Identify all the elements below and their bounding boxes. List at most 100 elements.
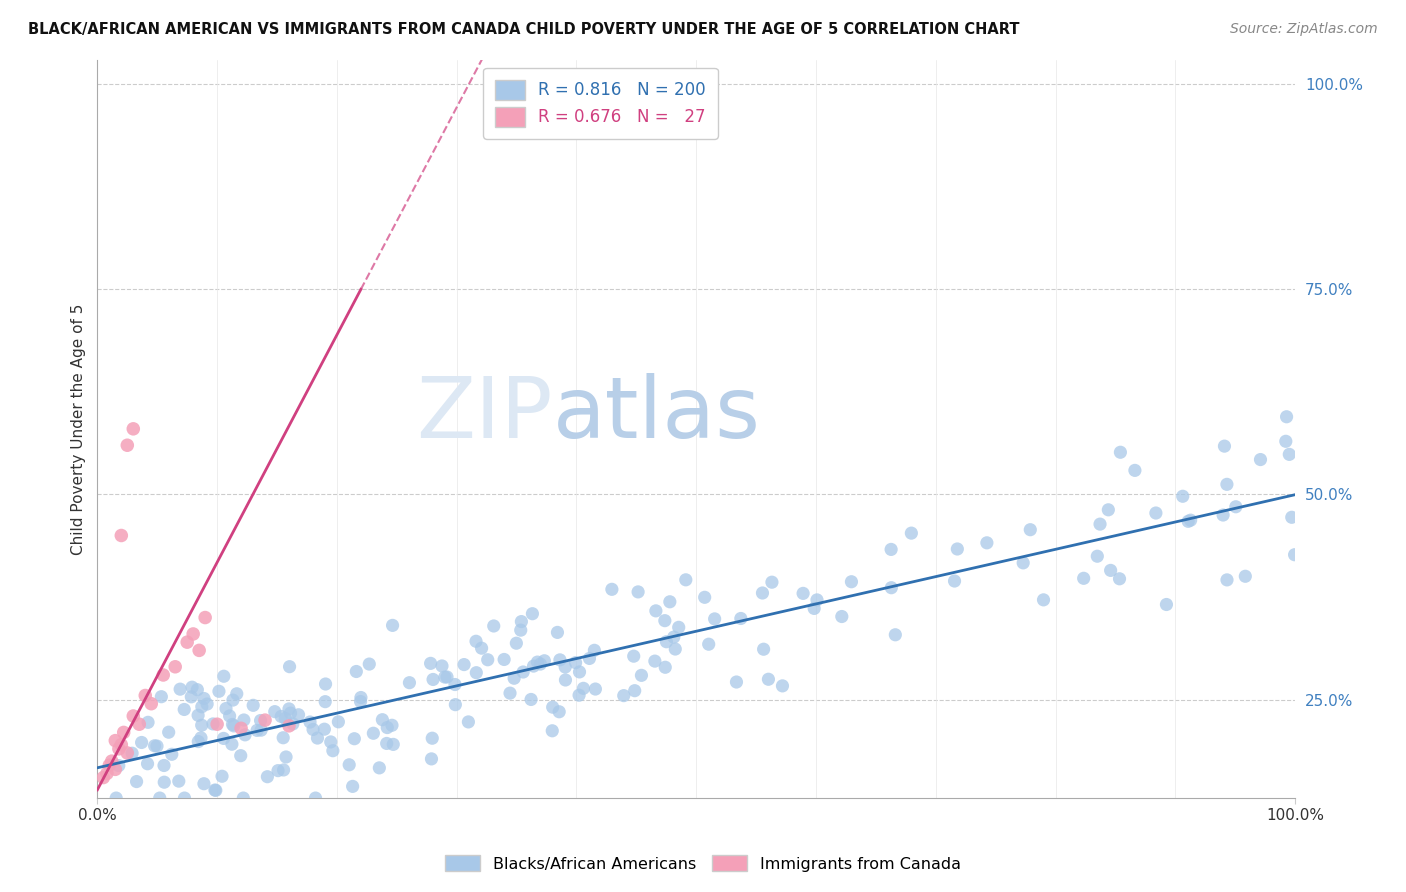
Point [761, 575, 783, 590]
Point [122, 422, 145, 436]
Point [187, 708, 209, 723]
Point [420, 731, 443, 746]
Point [371, 713, 394, 727]
Point [280, 706, 302, 720]
Point [1144, 506, 1167, 520]
Point [662, 630, 685, 644]
Point [254, 713, 277, 727]
Point [274, 750, 297, 764]
Point [188, 643, 211, 657]
Point [436, 670, 458, 684]
Point [176, 635, 198, 649]
Point [482, 619, 505, 633]
Point [337, 757, 360, 772]
Point [644, 604, 666, 618]
Point [278, 659, 301, 673]
Point [110, 528, 132, 542]
Point [249, 714, 271, 728]
Point [344, 665, 367, 679]
Point [322, 744, 344, 758]
Point [181, 627, 204, 641]
Point [225, 687, 247, 701]
Point [453, 657, 475, 672]
Point [1284, 548, 1306, 562]
Point [880, 581, 903, 595]
Point [190, 718, 212, 732]
Point [1275, 434, 1298, 449]
Point [229, 722, 252, 736]
Point [644, 654, 666, 668]
Point [627, 585, 650, 599]
Point [363, 726, 385, 740]
Point [554, 660, 576, 674]
Point [215, 701, 238, 715]
Point [541, 700, 564, 714]
Point [803, 601, 825, 615]
Point [548, 705, 571, 719]
Point [522, 659, 544, 673]
Point [167, 774, 190, 789]
Point [149, 791, 172, 805]
Point [520, 692, 543, 706]
Point [273, 763, 295, 777]
Point [430, 659, 453, 673]
Point [256, 770, 278, 784]
Point [349, 694, 371, 708]
Point [263, 705, 285, 719]
Point [419, 657, 441, 671]
Point [221, 717, 243, 731]
Point [505, 636, 527, 650]
Point [675, 573, 697, 587]
Point [180, 690, 202, 704]
Legend: R = 0.816   N = 200, R = 0.676   N =   27: R = 0.816 N = 200, R = 0.676 N = 27 [484, 68, 717, 138]
Point [125, 774, 148, 789]
Point [343, 731, 366, 746]
Point [630, 668, 652, 682]
Point [229, 748, 252, 763]
Point [841, 574, 863, 589]
Point [250, 723, 273, 738]
Point [831, 609, 853, 624]
Point [1212, 508, 1234, 522]
Point [772, 679, 794, 693]
Point [572, 681, 595, 696]
Point [181, 680, 204, 694]
Point [533, 654, 555, 668]
Point [315, 677, 337, 691]
Point [1123, 463, 1146, 477]
Text: BLACK/AFRICAN AMERICAN VS IMMIGRANTS FROM CANADA CHILD POVERTY UNDER THE AGE OF : BLACK/AFRICAN AMERICAN VS IMMIGRANTS FRO… [28, 22, 1019, 37]
Point [299, 714, 322, 729]
Point [104, 762, 127, 776]
Point [510, 615, 533, 629]
Point [193, 777, 215, 791]
Point [1216, 573, 1239, 587]
Point [703, 612, 725, 626]
Point [546, 625, 568, 640]
Point [304, 791, 326, 805]
Point [792, 586, 814, 600]
Point [375, 736, 398, 750]
Point [221, 737, 243, 751]
Point [208, 684, 231, 698]
Point [444, 677, 467, 691]
Point [187, 734, 209, 748]
Point [1249, 452, 1271, 467]
Point [900, 526, 922, 541]
Point [1234, 569, 1257, 583]
Point [420, 752, 443, 766]
Point [287, 707, 309, 722]
Point [751, 586, 773, 600]
Point [1085, 549, 1108, 564]
Point [1180, 513, 1202, 527]
Text: ZIP: ZIP [416, 373, 553, 456]
Point [548, 653, 571, 667]
Point [457, 714, 479, 729]
Point [278, 719, 301, 733]
Point [658, 595, 681, 609]
Point [232, 791, 254, 805]
Point [110, 738, 132, 752]
Point [1088, 517, 1111, 532]
Point [117, 746, 139, 760]
Point [278, 702, 301, 716]
Point [697, 637, 720, 651]
